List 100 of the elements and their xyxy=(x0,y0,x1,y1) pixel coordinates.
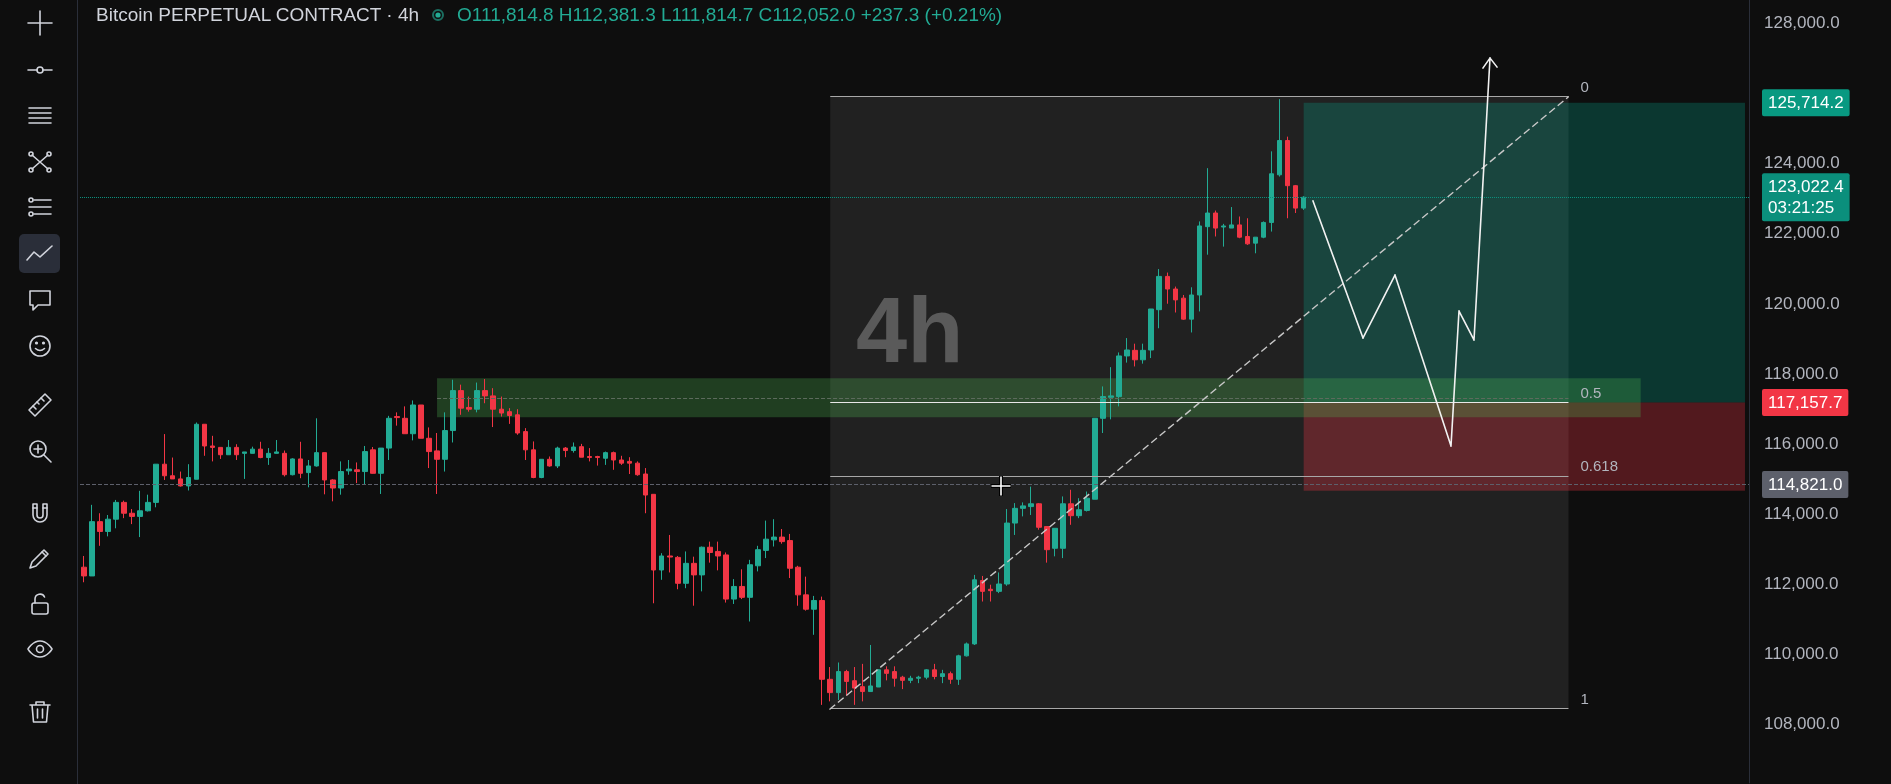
candlestick xyxy=(956,654,961,686)
candlestick xyxy=(579,443,584,458)
candlestick xyxy=(194,422,199,480)
candlestick xyxy=(755,545,761,572)
y-tick-label: 124,000.0 xyxy=(1764,153,1840,173)
candlestick xyxy=(89,504,95,577)
candlestick xyxy=(362,445,368,486)
candlestick xyxy=(1092,417,1098,500)
candlestick xyxy=(675,555,681,590)
candlestick xyxy=(595,455,600,467)
candlestick xyxy=(1221,223,1226,248)
candlestick xyxy=(105,514,111,537)
candlestick xyxy=(113,499,119,529)
candlestick xyxy=(129,508,135,525)
candlestick xyxy=(1156,268,1162,329)
candlestick xyxy=(723,551,729,604)
candlestick xyxy=(1213,210,1218,237)
chart-title: Bitcoin PERPETUAL CONTRACT · 4h xyxy=(96,4,420,26)
candlestick xyxy=(547,455,552,468)
candlestick xyxy=(274,439,279,455)
candlestick xyxy=(771,518,777,548)
candlestick xyxy=(571,441,576,454)
band-label: 125,714.2 xyxy=(1768,93,1844,113)
candlestick xyxy=(121,500,127,519)
candlestick xyxy=(354,461,360,484)
candlestick xyxy=(900,675,905,690)
candlestick xyxy=(378,447,384,495)
candlestick xyxy=(266,447,271,466)
candlestick xyxy=(852,666,857,706)
candlestick xyxy=(170,457,175,480)
candlestick xyxy=(1124,337,1130,364)
candlestick xyxy=(499,396,504,418)
candlestick xyxy=(1036,502,1042,531)
candlestick xyxy=(619,455,624,466)
candlestick xyxy=(531,440,536,479)
candlestick xyxy=(1197,220,1202,312)
candlestick xyxy=(490,387,496,428)
candlestick xyxy=(1293,184,1298,214)
candlestick xyxy=(370,446,376,475)
candlestick xyxy=(627,456,632,475)
candlestick xyxy=(1100,385,1106,434)
candlestick xyxy=(691,556,697,607)
candlestick xyxy=(1269,150,1274,233)
candlestick xyxy=(940,669,945,684)
ref-line-label: 123,022.4 03:21:25 xyxy=(1768,177,1844,218)
candlestick xyxy=(908,675,913,684)
candlestick xyxy=(924,668,929,680)
y-tick-label: 116,000.0 xyxy=(1764,433,1839,453)
band-label: 117,157.7 xyxy=(1768,393,1843,413)
candlestick xyxy=(1004,508,1010,587)
candlestick xyxy=(868,644,873,693)
annotation: 0.618 xyxy=(1580,456,1619,474)
candlestick xyxy=(916,675,921,684)
candlestick xyxy=(330,478,336,502)
candlestick xyxy=(779,528,785,545)
candlestick xyxy=(860,663,865,702)
candlestick xyxy=(466,396,472,413)
y-tick-label: 120,000.0 xyxy=(1764,293,1840,313)
candlestick xyxy=(1173,286,1178,313)
candlestick xyxy=(819,596,825,706)
candlestick xyxy=(434,432,440,495)
candlestick xyxy=(1237,216,1242,239)
candlestick xyxy=(1253,236,1258,254)
candlestick xyxy=(507,407,512,425)
candlestick xyxy=(234,443,239,461)
candlestick xyxy=(988,584,993,603)
candlestick xyxy=(515,408,520,436)
candlestick xyxy=(338,460,344,496)
candlestick xyxy=(1301,195,1306,211)
candlestick xyxy=(659,552,664,581)
candlestick xyxy=(803,576,809,612)
candlestick xyxy=(474,382,480,413)
candlestick xyxy=(298,441,303,479)
candlestick xyxy=(1261,220,1266,239)
candlestick xyxy=(523,427,528,461)
candlestick xyxy=(426,426,432,469)
y-tick-label: 112,000.0 xyxy=(1764,573,1839,593)
candlestick xyxy=(635,460,640,477)
candlestick xyxy=(948,671,953,685)
candlestick xyxy=(1181,294,1186,321)
y-tick-label: 122,000.0 xyxy=(1764,223,1840,243)
candlestick xyxy=(322,452,327,495)
candlestick xyxy=(795,565,801,607)
y-tick-label: 114,000.0 xyxy=(1764,503,1839,523)
candlestick xyxy=(763,520,769,559)
y-tick-label: 128,000.0 xyxy=(1764,13,1840,33)
candlestick xyxy=(1277,98,1282,178)
y-tick-label: 110,000.0 xyxy=(1764,643,1839,663)
candlestick xyxy=(539,458,544,479)
candlestick xyxy=(1245,217,1250,246)
annotation: 0 xyxy=(1580,77,1589,95)
candlestick xyxy=(587,447,592,462)
candlestick xyxy=(972,574,977,646)
candlestick xyxy=(827,666,833,702)
candlestick xyxy=(162,433,167,481)
candlestick xyxy=(137,490,143,538)
candlestick xyxy=(258,441,263,459)
candlestick xyxy=(1165,272,1170,305)
candlestick xyxy=(996,571,1002,594)
candlestick xyxy=(932,663,937,680)
